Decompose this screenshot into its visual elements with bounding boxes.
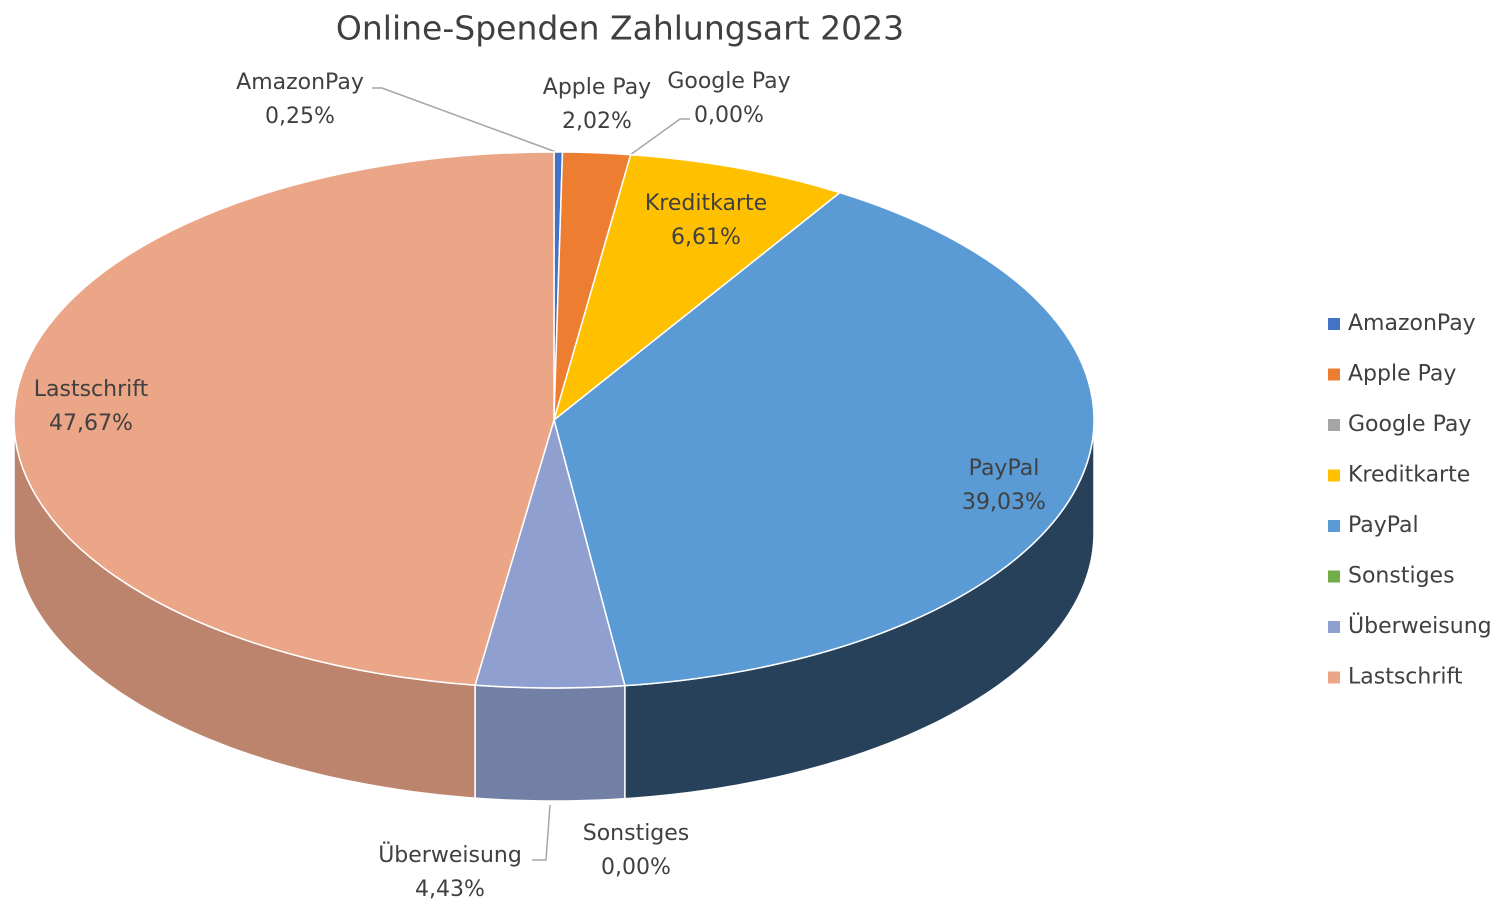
legend-label: Überweisung bbox=[1348, 613, 1492, 639]
legend-swatch bbox=[1328, 368, 1340, 381]
data-label-value: 2,02% bbox=[562, 109, 632, 134]
legend-label: Lastschrift bbox=[1348, 665, 1463, 690]
legend-label: Apple Pay bbox=[1348, 362, 1456, 387]
data-label-value: 39,03% bbox=[962, 490, 1046, 515]
chart-title: Online-Spenden Zahlungsart 2023 bbox=[336, 9, 904, 48]
side-faces bbox=[13, 419, 1095, 802]
legend-label: Sonstiges bbox=[1348, 564, 1455, 589]
data-label-name: AmazonPay bbox=[236, 70, 364, 95]
top-faces bbox=[13, 151, 1095, 689]
data-label-name: PayPal bbox=[969, 456, 1040, 481]
data-label-name: Apple Pay bbox=[543, 75, 651, 100]
data-label-name: Sonstiges bbox=[583, 821, 690, 846]
data-label-value: 4,43% bbox=[415, 877, 485, 902]
slice-side bbox=[474, 684, 626, 802]
data-label-value: 0,25% bbox=[265, 104, 335, 129]
legend-swatch bbox=[1328, 671, 1340, 684]
data-label-name: Überweisung bbox=[378, 842, 522, 868]
legend-swatch bbox=[1328, 419, 1340, 431]
legend-label: PayPal bbox=[1348, 513, 1419, 538]
data-label-value: 47,67% bbox=[49, 411, 133, 436]
legend-swatch bbox=[1328, 318, 1340, 330]
legend-label: Kreditkarte bbox=[1348, 463, 1470, 488]
data-label-name: Kreditkarte bbox=[645, 191, 767, 216]
slice bbox=[553, 191, 1095, 687]
leader-line bbox=[372, 87, 557, 153]
legend-swatch bbox=[1328, 570, 1340, 583]
legend-label: AmazonPay bbox=[1348, 311, 1476, 336]
data-label-value: 0,00% bbox=[694, 103, 764, 128]
data-label-value: 0,00% bbox=[601, 855, 671, 880]
legend-label: Google Pay bbox=[1348, 412, 1471, 437]
slice bbox=[13, 151, 555, 686]
leader-line bbox=[532, 804, 551, 861]
legend-swatch bbox=[1328, 520, 1340, 532]
data-label-name: Google Pay bbox=[667, 69, 790, 94]
data-label-name: Lastschrift bbox=[34, 377, 149, 402]
leader-line bbox=[629, 118, 690, 156]
leader-lines bbox=[372, 87, 690, 861]
legend-swatch bbox=[1328, 469, 1340, 482]
data-label-value: 6,61% bbox=[671, 225, 741, 250]
legend-swatch bbox=[1328, 621, 1340, 633]
slice bbox=[552, 153, 842, 423]
